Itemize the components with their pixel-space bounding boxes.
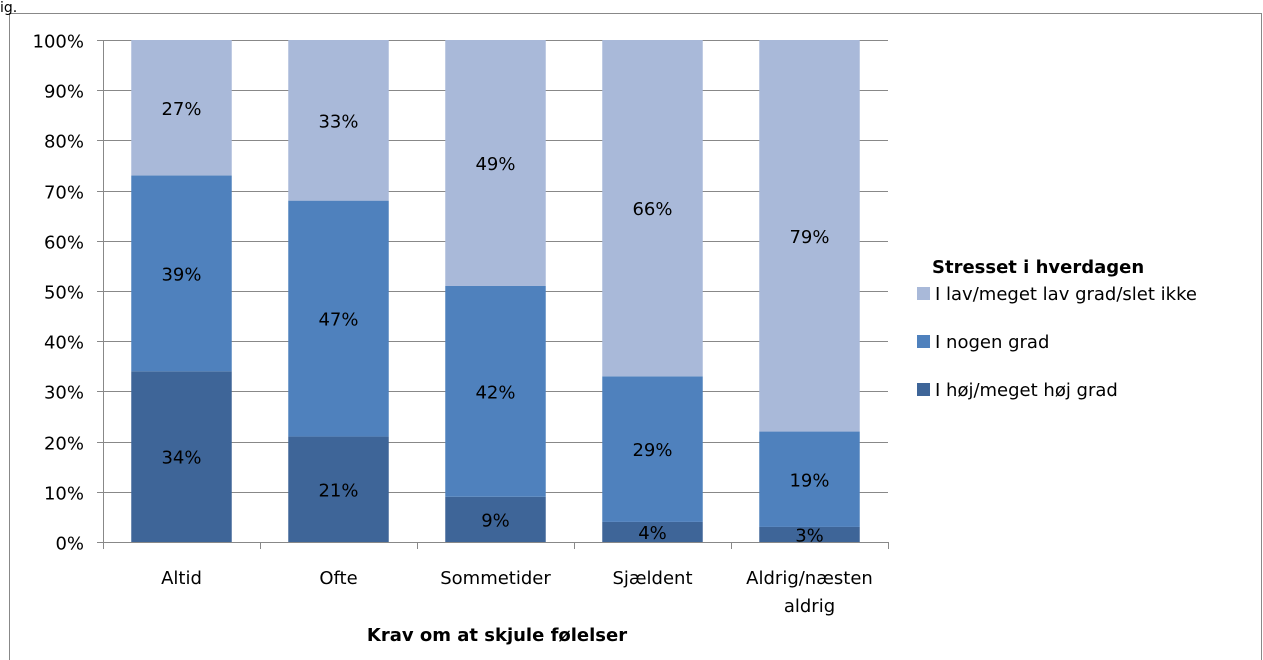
y-tick-label: 90%: [44, 82, 84, 103]
bar-segment: [602, 521, 703, 542]
bar-segment: [445, 496, 546, 542]
data-label: 39%: [161, 264, 201, 285]
x-tick-label: Altid: [161, 568, 202, 589]
data-label: 33%: [318, 111, 358, 132]
bar-segment: [759, 526, 860, 542]
legend-swatch: [917, 383, 930, 396]
y-axis: 0% 10% 20% 30% 40% 50% 60% 70% 80% 90% 100%: [33, 32, 104, 555]
data-label: 66%: [632, 199, 672, 220]
legend-item-label: I nogen grad: [935, 332, 1049, 353]
bar-segment: [288, 200, 389, 437]
corner-label: ig.: [0, 0, 17, 16]
bar-segment: [602, 376, 703, 522]
y-tick-label: 70%: [44, 183, 84, 204]
x-tick-label: Ofte: [319, 568, 357, 589]
x-tick-label: Sjældent: [612, 568, 692, 589]
y-tick-label: 40%: [44, 333, 84, 354]
legend-item-label: I høj/meget høj grad: [935, 380, 1118, 401]
data-label: 42%: [475, 382, 515, 403]
y-tick-label: 80%: [44, 132, 84, 153]
x-tick-label: Aldrig/næsten aldrig: [746, 568, 873, 617]
bar-segment: [131, 40, 232, 176]
bar-segment: [445, 40, 546, 286]
bar-segment: [288, 436, 389, 542]
data-label: 4%: [638, 523, 667, 544]
y-tick-label: 20%: [44, 434, 84, 455]
data-label: 19%: [789, 470, 829, 491]
y-tick-label: 0%: [55, 534, 84, 555]
bar-segment: [445, 285, 546, 497]
bar-segment: [759, 40, 860, 432]
y-tick-label: 10%: [44, 484, 84, 505]
bar-segment: [759, 431, 860, 527]
bar-segment: [288, 40, 389, 201]
data-label: 49%: [475, 154, 515, 175]
data-label: 34%: [161, 448, 201, 469]
y-tick-label: 60%: [44, 233, 84, 254]
y-tick-label: 100%: [33, 32, 84, 53]
data-label: 79%: [789, 227, 829, 248]
x-tick-label: Sommetider: [440, 568, 551, 589]
data-label: 9%: [481, 510, 510, 531]
legend-swatch: [917, 287, 930, 300]
data-label: 27%: [161, 99, 201, 120]
bar-segment: [602, 40, 703, 377]
bar-segment: [131, 175, 232, 372]
data-label: 21%: [318, 480, 358, 501]
data-label: 29%: [632, 440, 672, 461]
legend-title: Stresset i hverdagen: [932, 257, 1144, 278]
bars: 34% 39% 27% 21% 47% 33% 9% 42% 49% 4% 29% 66% 3% 19% 7…: [131, 40, 860, 546]
bar-segment: [131, 371, 232, 542]
data-label: 47%: [318, 310, 358, 331]
data-label: 3%: [795, 525, 824, 546]
y-tick-label: 30%: [44, 383, 84, 404]
x-axis-title: Krav om at skjule følelser: [367, 625, 627, 646]
legend-item-label: I lav/meget lav grad/slet ikke: [935, 284, 1197, 305]
chart-border: [9, 13, 1262, 660]
x-axis: Altid Ofte Sommetider Sjældent Aldrig/næsten…: [103, 542, 889, 617]
legend-swatch: [917, 335, 930, 348]
legend: Stresset i hverdagen I lav/meget lav gra…: [917, 257, 1197, 401]
y-tick-label: 50%: [44, 283, 84, 304]
